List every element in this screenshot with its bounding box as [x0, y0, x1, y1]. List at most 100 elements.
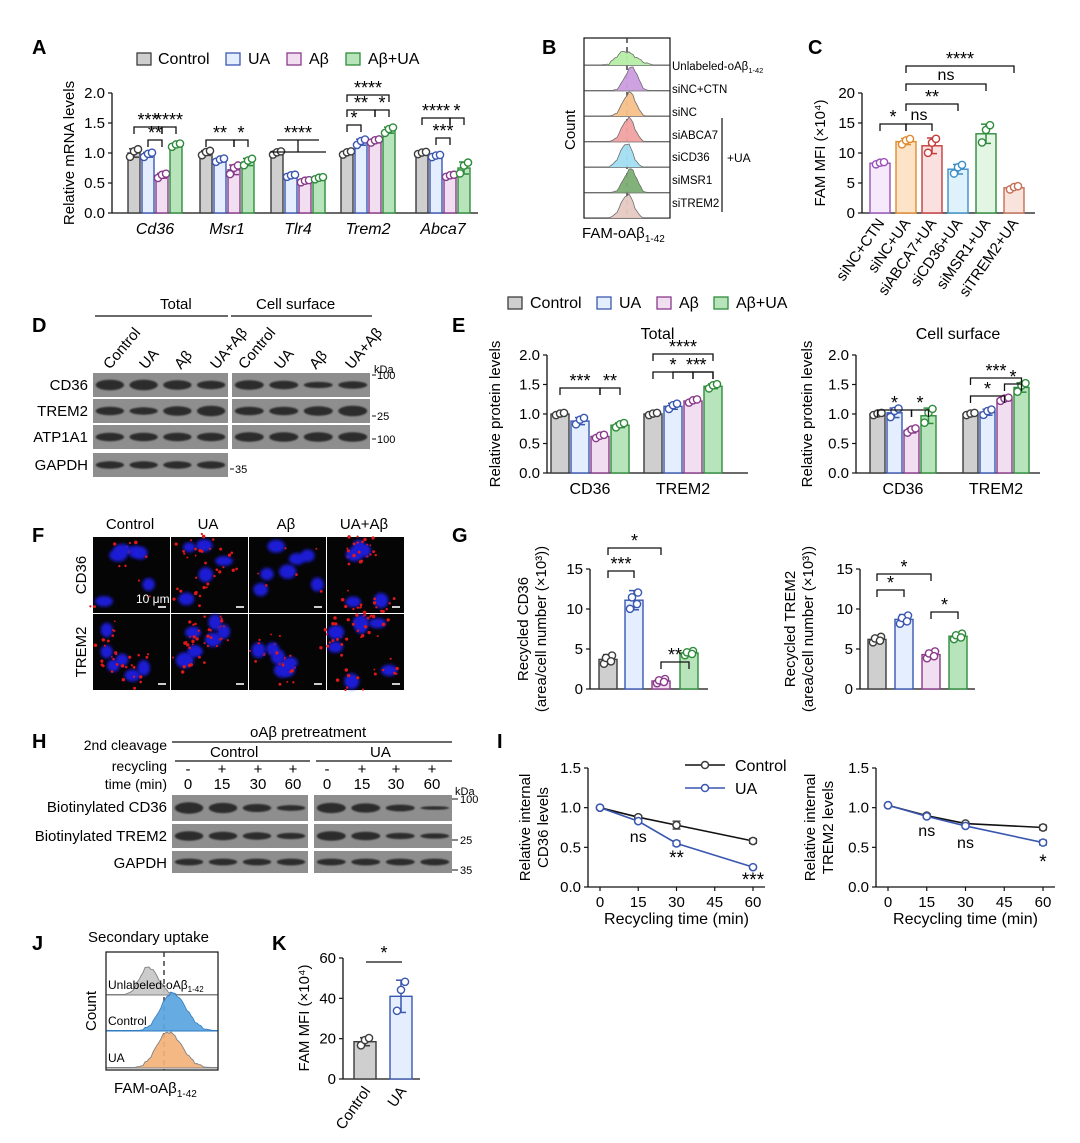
y-tick-label: 1.5	[828, 377, 849, 394]
micro-f-puncta	[356, 541, 359, 544]
blot-d-total-cd36-band	[129, 379, 158, 391]
flow-b-track-label: siMSR1	[672, 175, 712, 187]
micro-f-puncta	[369, 553, 372, 556]
legend-label-control: Control	[158, 51, 210, 68]
micro-f-puncta	[174, 542, 178, 546]
micro-f-puncta	[235, 567, 238, 571]
blot-h-row-label: Biotinylated TREM2	[35, 828, 167, 845]
micro-f-puncta	[323, 628, 328, 632]
micro-f-nucleus	[137, 660, 151, 676]
micro-f-puncta	[278, 634, 281, 637]
significance-bracket	[876, 573, 932, 581]
micro-f-puncta	[352, 553, 356, 558]
bar-a-trem2	[368, 140, 382, 214]
chart-e-total: 0.0 0.5 1.0 1.5 2.0 Relative protein levels To…	[487, 326, 748, 498]
blot-d-surface-trem2-band	[269, 406, 299, 416]
significance-bracket	[346, 94, 390, 102]
micro-f-puncta	[395, 666, 399, 671]
x-category-label: UA	[384, 1084, 410, 1111]
bar-a-trem2	[683, 400, 703, 474]
micro-f-puncta	[139, 675, 143, 679]
flow-b-track-label: siNC	[672, 107, 697, 119]
data-point	[175, 139, 185, 148]
micro-f-nucleus	[217, 624, 231, 640]
micro-f-puncta	[381, 668, 385, 672]
blot-h-cleavage: +	[358, 761, 367, 778]
micro-f-puncta	[286, 680, 289, 683]
significance-label: ****	[946, 49, 974, 69]
micro-f-puncta	[295, 573, 298, 576]
micro-f-puncta	[385, 607, 388, 611]
blot-d-total-trem2-band	[95, 406, 125, 416]
micro-f-puncta	[205, 586, 208, 589]
data-point	[672, 399, 682, 408]
micro-f-puncta	[215, 568, 219, 572]
bar-ua-trem2	[979, 411, 996, 474]
micro-f-puncta	[265, 584, 268, 587]
y-axis-label: FAM MFI (×10⁴)	[812, 100, 829, 207]
blot-h-cleavage: +	[254, 761, 263, 778]
y-tick-label: 0.0	[560, 879, 581, 896]
micro-f-puncta	[206, 634, 210, 638]
micro-f-nucleus	[327, 641, 344, 653]
micro-f-puncta	[345, 686, 349, 689]
significance-bracket	[449, 117, 465, 125]
significance-label: **	[686, 355, 700, 375]
micro-f-puncta	[148, 595, 151, 598]
blot-h-control-1-band	[242, 832, 272, 840]
data-point	[923, 148, 933, 158]
blot-h-ua-0-band	[351, 803, 381, 813]
blot-h-pretreatment: oAβ pretreatment	[250, 724, 367, 741]
micro-f-nucleus	[278, 564, 297, 579]
significance-bracket	[161, 126, 177, 134]
data-point	[364, 1033, 374, 1043]
data-point	[619, 418, 629, 428]
bar-a+ua-msr1	[241, 161, 255, 214]
micro-f-puncta	[373, 597, 377, 601]
y-tick-label: 0	[575, 681, 583, 698]
flow-j-tracks: Unlabeled-oAβ1-42 Control UA	[106, 966, 218, 1069]
micro-f-puncta	[203, 661, 206, 664]
legend-e-label-abeta: Aβ	[679, 295, 699, 312]
data-point	[627, 593, 637, 602]
blot-d-total-cd36-band	[196, 380, 226, 390]
micro-f-puncta	[227, 553, 232, 557]
significance-label: ***	[985, 361, 1006, 381]
blot-h-time: 15	[214, 776, 231, 793]
y-axis-label: Relative protein levels	[487, 341, 504, 488]
y-tick-label: 0	[847, 205, 855, 222]
data-point-ua	[595, 803, 605, 813]
blot-h-control-1-band	[174, 831, 204, 841]
significance-label: *	[699, 355, 706, 375]
significance-bracket	[660, 661, 690, 669]
blot-h-ua-0-band	[316, 802, 346, 814]
data-point-ua	[883, 800, 893, 810]
significance-label: *	[380, 943, 387, 963]
significance-label: *	[631, 531, 638, 551]
micro-f-puncta	[340, 598, 345, 602]
micro-f-puncta	[219, 615, 222, 618]
micro-f-puncta	[344, 688, 347, 692]
x-tick-label: 45	[706, 894, 723, 911]
data-point-ua	[672, 839, 681, 848]
flow-b-xlabel: FAM-oAβ1-42	[582, 225, 665, 245]
blot-h-cleavage: +	[428, 761, 437, 778]
micro-f-puncta	[373, 668, 376, 671]
significance-label: ns	[938, 67, 955, 84]
data-point	[712, 379, 722, 389]
flow-b-track-label: siTREM2	[672, 198, 719, 210]
blot-h-rows: Biotinylated CD36 Biotinylated TREM2 GAPDH…	[35, 794, 479, 877]
micro-f-nucleus	[215, 555, 233, 567]
micro-f-puncta	[204, 561, 207, 565]
significance-label: *	[350, 108, 357, 128]
micro-f-puncta	[346, 618, 350, 622]
data-point	[929, 651, 939, 661]
significance-label: ns	[918, 823, 935, 840]
data-point	[205, 146, 215, 156]
micro-f-puncta	[231, 568, 235, 573]
y-axis-label: Recycled TREM2	[782, 571, 799, 687]
blot-h-cleavage: +	[289, 761, 298, 778]
